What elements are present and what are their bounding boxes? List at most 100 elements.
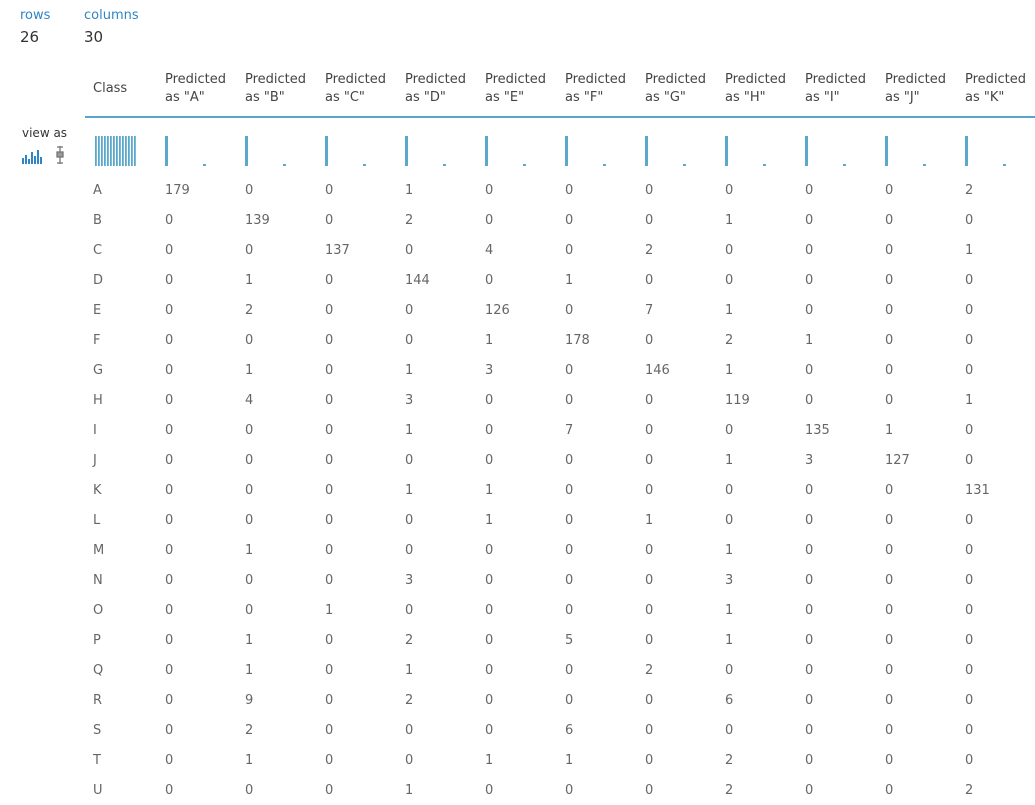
column-header-predicted-3[interactable]: Predicted as "C"	[325, 72, 387, 105]
class-histogram-bar	[95, 136, 97, 166]
class-histogram-bar	[131, 136, 133, 166]
table-cell: 0	[725, 723, 734, 738]
table-cell: 0	[405, 753, 414, 768]
table-cell: 0	[645, 423, 654, 438]
row-class-label: C	[93, 243, 103, 258]
table-cell: 126	[485, 303, 510, 318]
table-cell: 1	[885, 423, 894, 438]
table-cell: 0	[645, 603, 654, 618]
table-cell: 1	[405, 663, 414, 678]
row-class-label: A	[93, 183, 102, 198]
table-cell: 0	[325, 513, 334, 528]
table-cell: 0	[885, 363, 894, 378]
table-cell: 0	[165, 273, 174, 288]
table-cell: 1	[405, 183, 414, 198]
class-histogram	[95, 136, 136, 166]
table-cell: 0	[645, 273, 654, 288]
table-cell: 0	[245, 573, 254, 588]
row-class-label: N	[93, 573, 103, 588]
histogram-icon[interactable]	[22, 150, 42, 164]
table-cell: 131	[965, 483, 990, 498]
table-cell: 0	[405, 513, 414, 528]
row-class-label: Q	[93, 663, 104, 678]
boxplot-icon[interactable]	[56, 146, 64, 164]
table-cell: 0	[805, 783, 814, 798]
class-histogram-bar	[134, 136, 136, 166]
table-cell: 0	[165, 663, 174, 678]
table-cell: 0	[165, 303, 174, 318]
table-cell: 0	[165, 693, 174, 708]
table-cell: 0	[565, 603, 574, 618]
column-header-predicted-10[interactable]: Predicted as "J"	[885, 72, 947, 105]
table-cell: 4	[245, 393, 254, 408]
table-cell: 0	[805, 693, 814, 708]
table-cell: 4	[485, 243, 494, 258]
table-cell: 0	[965, 273, 974, 288]
table-cell: 0	[645, 183, 654, 198]
table-cell: 0	[805, 543, 814, 558]
table-cell: 0	[245, 513, 254, 528]
table-cell: 0	[805, 603, 814, 618]
predicted-histogram-1	[165, 136, 206, 166]
predicted-histogram-11	[965, 136, 1006, 166]
histogram-tall-bar	[165, 136, 168, 166]
column-header-predicted-4[interactable]: Predicted as "D"	[405, 72, 467, 105]
table-cell: 1	[245, 543, 254, 558]
table-cell: 0	[645, 543, 654, 558]
table-cell: 0	[565, 513, 574, 528]
table-cell: 1	[405, 783, 414, 798]
table-cell: 3	[485, 363, 494, 378]
table-cell: 0	[645, 333, 654, 348]
table-cell: 178	[565, 333, 590, 348]
histogram-tall-bar	[805, 136, 808, 166]
table-cell: 0	[485, 543, 494, 558]
column-header-class[interactable]: Class	[93, 81, 128, 96]
table-cell: 0	[165, 543, 174, 558]
table-cell: 0	[965, 663, 974, 678]
table-cell: 0	[165, 243, 174, 258]
table-cell: 1	[245, 363, 254, 378]
table-cell: 0	[325, 723, 334, 738]
table-cell: 0	[325, 543, 334, 558]
table-cell: 0	[565, 663, 574, 678]
table-cell: 0	[245, 243, 254, 258]
table-cell: 0	[965, 423, 974, 438]
column-header-predicted-8[interactable]: Predicted as "H"	[725, 72, 787, 105]
table-cell: 0	[325, 633, 334, 648]
table-cell: 1	[405, 483, 414, 498]
columns-label[interactable]: columns	[84, 8, 139, 23]
column-header-predicted-11[interactable]: Predicted as "K"	[965, 72, 1027, 105]
class-histogram-bar	[107, 136, 109, 166]
histogram-tall-bar	[485, 136, 488, 166]
histogram-small-bar	[923, 164, 926, 166]
table-cell: 135	[805, 423, 830, 438]
histogram-small-bar	[683, 164, 686, 166]
table-cell: 0	[485, 393, 494, 408]
column-header-predicted-7[interactable]: Predicted as "G"	[645, 72, 707, 105]
column-header-predicted-1[interactable]: Predicted as "A"	[165, 72, 227, 105]
class-histogram-bar	[122, 136, 124, 166]
row-class-label: J	[93, 453, 97, 468]
table-cell: 0	[325, 753, 334, 768]
table-cell: 0	[245, 453, 254, 468]
table-cell: 1	[485, 333, 494, 348]
table-cell: 1	[725, 213, 734, 228]
rows-value: 26	[20, 28, 40, 46]
table-cell: 137	[325, 243, 350, 258]
column-header-predicted-6[interactable]: Predicted as "F"	[565, 72, 627, 105]
table-cell: 0	[485, 423, 494, 438]
table-cell: 0	[485, 633, 494, 648]
table-cell: 0	[885, 183, 894, 198]
table-cell: 0	[965, 693, 974, 708]
column-header-predicted-5[interactable]: Predicted as "E"	[485, 72, 547, 105]
table-cell: 0	[165, 333, 174, 348]
column-header-predicted-2[interactable]: Predicted as "B"	[245, 72, 307, 105]
table-cell: 0	[805, 273, 814, 288]
table-cell: 0	[965, 753, 974, 768]
table-cell: 0	[805, 393, 814, 408]
rows-label[interactable]: rows	[20, 8, 51, 23]
column-header-predicted-9[interactable]: Predicted as "I"	[805, 72, 867, 105]
table-cell: 179	[165, 183, 190, 198]
table-cell: 0	[885, 393, 894, 408]
table-cell: 0	[485, 213, 494, 228]
